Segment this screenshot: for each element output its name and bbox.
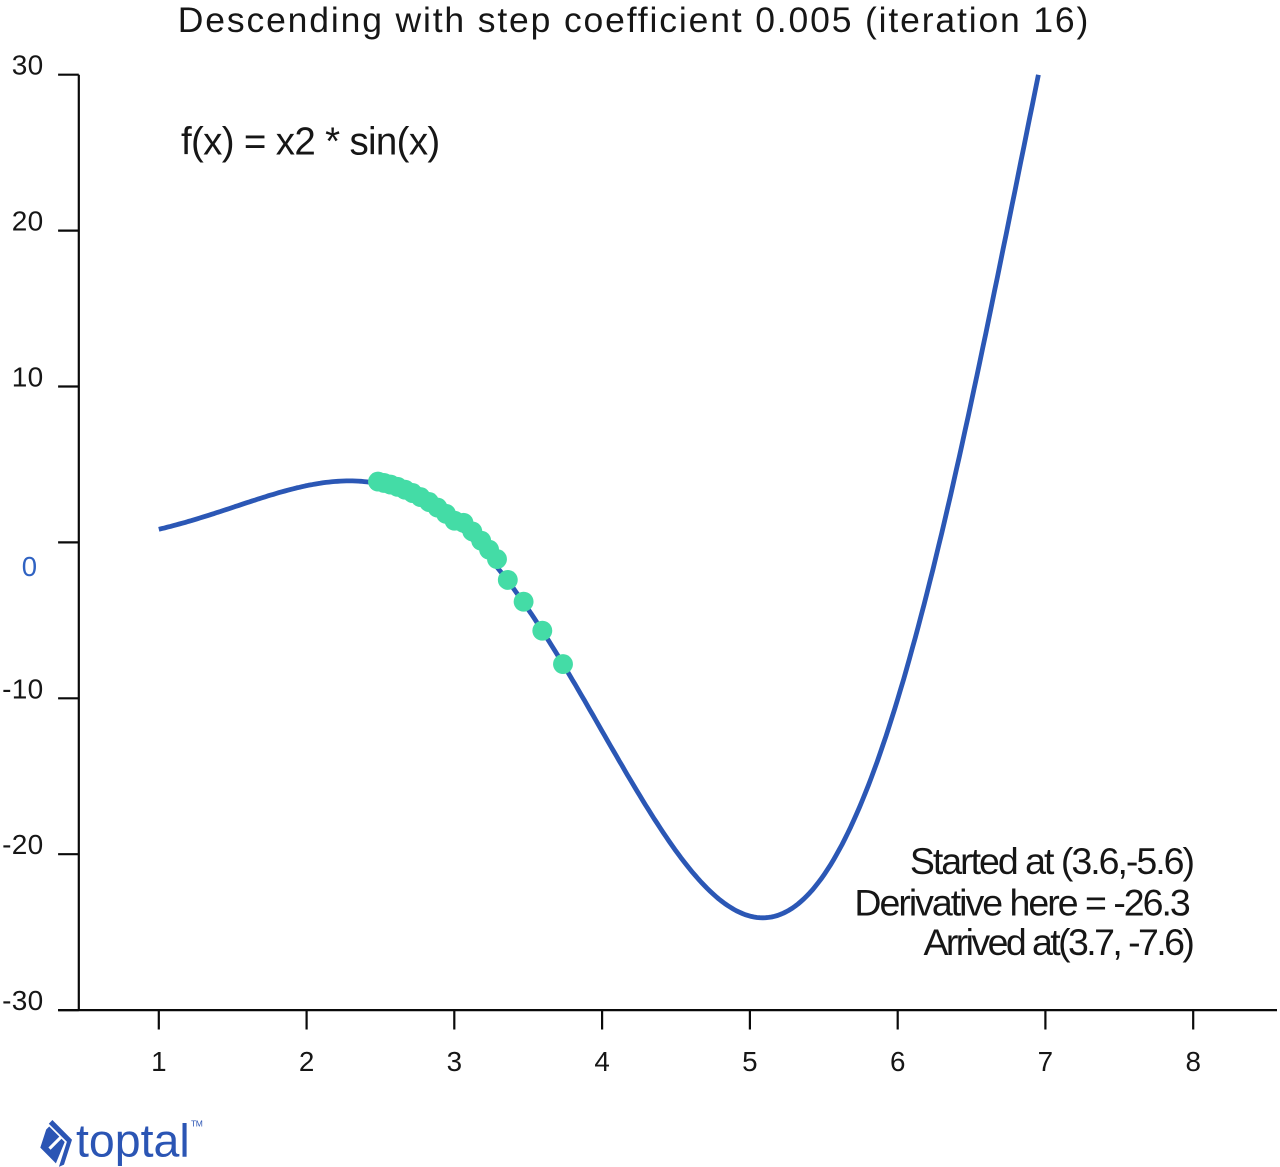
svg-text:2: 2	[299, 1046, 314, 1077]
svg-text:0: 0	[22, 551, 37, 582]
svg-text:10: 10	[12, 362, 44, 393]
svg-text:5: 5	[742, 1046, 757, 1077]
svg-text:-20: -20	[2, 829, 43, 860]
svg-text:TM: TM	[191, 1119, 203, 1129]
svg-text:Derivative here = -26.3: Derivative here = -26.3	[854, 882, 1190, 924]
svg-text:-10: -10	[2, 673, 43, 704]
svg-text:4: 4	[594, 1046, 609, 1077]
svg-text:toptal: toptal	[76, 1114, 190, 1166]
svg-text:6: 6	[890, 1046, 905, 1077]
svg-text:Arrived at(3.7, -7.6): Arrived at(3.7, -7.6)	[923, 921, 1193, 963]
svg-text:Descending with step coefficie: Descending with step coefficient 0.005 (…	[178, 0, 1090, 40]
svg-text:7: 7	[1038, 1046, 1053, 1077]
svg-text:f(x) = x2 * sin(x): f(x) = x2 * sin(x)	[181, 121, 440, 164]
svg-text:8: 8	[1185, 1046, 1200, 1077]
svg-text:30: 30	[12, 50, 44, 81]
svg-text:Started at (3.6,-5.6): Started at (3.6,-5.6)	[910, 840, 1194, 882]
svg-text:1: 1	[151, 1046, 166, 1077]
svg-text:20: 20	[12, 206, 44, 237]
svg-text:3: 3	[447, 1046, 462, 1077]
svg-text:-30: -30	[2, 985, 43, 1016]
